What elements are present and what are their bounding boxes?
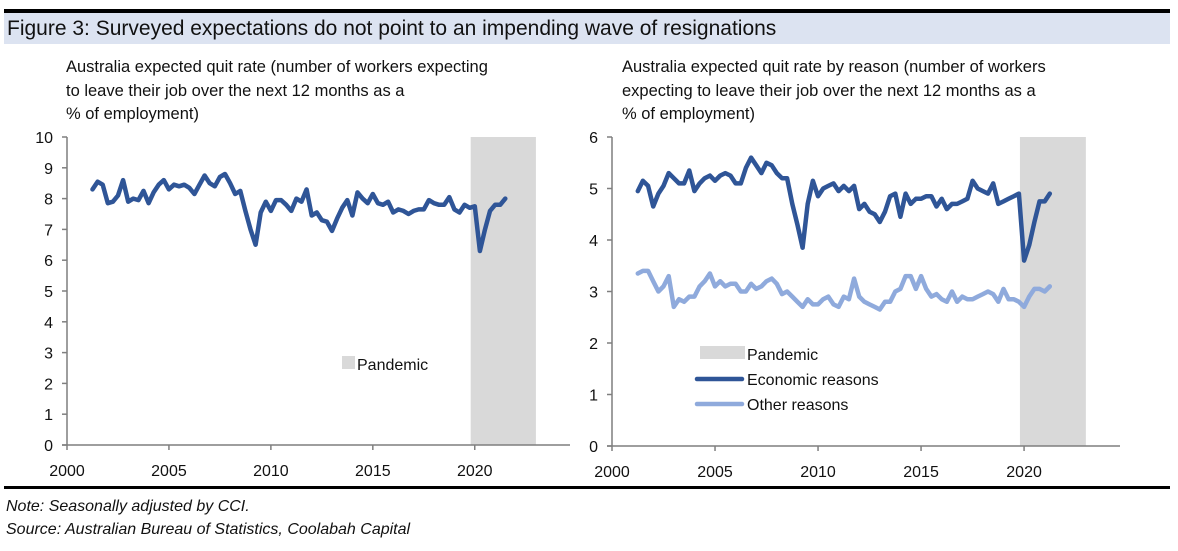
right-y-tick-label: 0: [589, 439, 598, 456]
left-legend-pandemic-swatch: [342, 356, 355, 369]
left-x-tick-label: 2005: [151, 463, 187, 480]
top-rule: [4, 9, 1170, 13]
left-y-tick-label: 2: [44, 376, 53, 393]
right-chart-title: Australia expected quit rate by reason (…: [622, 56, 1102, 127]
right-y-tick-label: 5: [589, 182, 598, 199]
right-legend-label: Pandemic: [747, 347, 818, 364]
left-y-tick-label: 8: [44, 192, 53, 209]
left-y-tick-label: 5: [44, 284, 53, 301]
left-y-tick-label: 4: [44, 315, 53, 332]
right-y-tick-label: 1: [589, 388, 598, 405]
right-x-tick-label: 2005: [697, 464, 733, 481]
right-series-economic-line: [635, 155, 1053, 263]
left-x-tick-label: 2010: [253, 463, 289, 480]
bottom-rule: [4, 486, 1170, 489]
left-y-tick-label: 10: [35, 130, 53, 147]
right-y-tick-label: 6: [589, 130, 598, 147]
right-legend: Pandemic Economic reasons Other reasons: [694, 346, 879, 414]
left-legend: Pandemic: [342, 356, 428, 374]
right-x-tick-label: 2020: [1006, 464, 1042, 481]
left-y-tick-label: 0: [44, 438, 53, 455]
right-legend-pandemic-swatch: [700, 346, 745, 359]
left-pandemic-band: [470, 137, 536, 445]
left-x-tick-label: 2015: [355, 463, 391, 480]
left-chart-title-line: to leave their job over the next 12 mont…: [66, 81, 405, 100]
left-y-tick-label: 9: [44, 161, 53, 178]
right-y-tick-label: 2: [589, 336, 598, 353]
left-y-tick-label: 1: [44, 407, 53, 424]
left-series-quit-rate-line: [90, 171, 508, 254]
right-y-tick-label: 3: [589, 285, 598, 302]
left-y-tick-label: 3: [44, 346, 53, 363]
figure-title: Figure 3: Surveyed expectations do not p…: [4, 13, 1170, 44]
left-y-tick-label: 6: [44, 253, 53, 270]
note-text: Note: Seasonally adjusted by CCI.: [6, 498, 250, 515]
left-y-tick-label: 7: [44, 222, 53, 239]
left-x-tick-label: 2020: [457, 463, 493, 480]
source-text: Source: Australian Bureau of Statistics,…: [6, 521, 411, 538]
left-chart: 0 1 2 3 4 5 6 7 8 9 10 2000 2005 2010 2015 2020 Pandemic: [35, 130, 570, 480]
left-chart-title-line: % of employment): [66, 105, 199, 123]
right-y-tick-label: 4: [589, 233, 598, 250]
right-pandemic-band: [1019, 137, 1086, 446]
left-chart-title-line: Australia expected quit rate (number of …: [66, 58, 488, 76]
left-x-tick-label: 2000: [49, 463, 85, 480]
right-chart: 0 1 2 3 4 5 6 2000 2005 2010 2015 2020 Pandemic Econo…: [589, 130, 1120, 481]
left-chart-title: Australia expected quit rate (number of …: [66, 56, 546, 127]
right-legend-label: Other reasons: [747, 397, 848, 414]
right-series-other-line: [635, 268, 1053, 312]
right-chart-title-line: expecting to leave their job over the ne…: [622, 81, 1036, 100]
right-x-tick-label: 2010: [800, 464, 836, 481]
right-chart-title-line: Australia expected quit rate by reason (…: [622, 58, 1046, 76]
right-chart-title-line: % of employment): [622, 105, 755, 123]
left-legend-label: Pandemic: [357, 357, 428, 374]
right-x-tick-label: 2000: [594, 464, 630, 481]
right-legend-label: Economic reasons: [747, 372, 879, 389]
right-x-tick-label: 2015: [903, 464, 939, 481]
